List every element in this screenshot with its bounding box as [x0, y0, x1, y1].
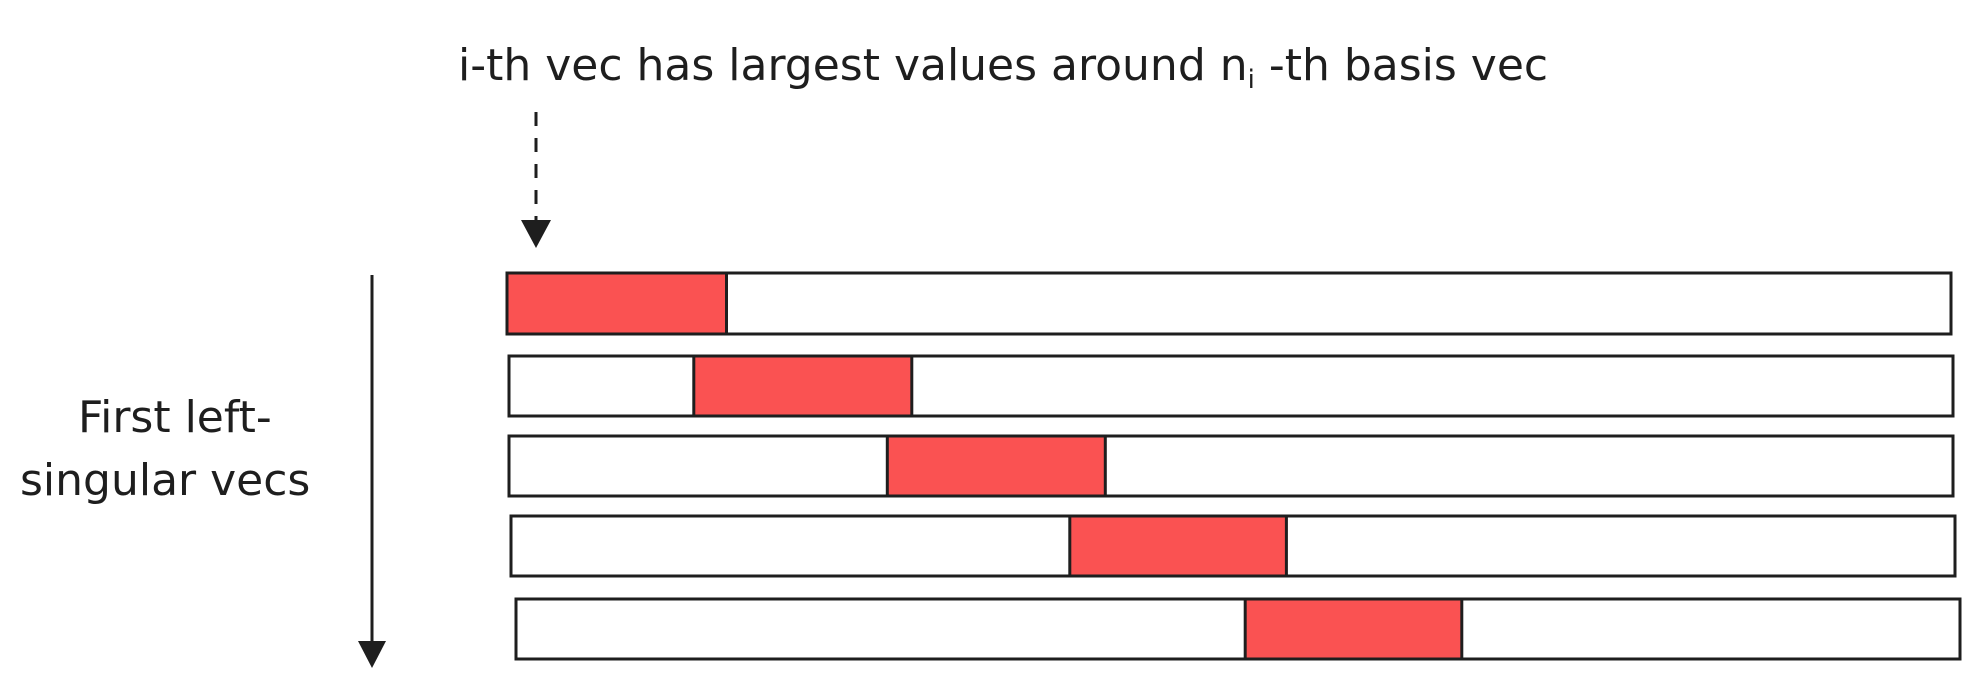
annotation-text: i-th vec has largest values around ni -t…	[458, 40, 1548, 95]
vector-highlight	[885, 434, 1107, 498]
annotation-prefix: i-th vec has largest values around n	[458, 40, 1248, 91]
vector-highlight	[1068, 514, 1288, 578]
ordering-arrow-head	[358, 641, 386, 668]
pointer-arrow-head	[521, 220, 551, 248]
vector-row-1	[505, 271, 1953, 336]
vector-highlight	[692, 354, 914, 418]
axis-label-line2: singular vecs	[20, 455, 310, 506]
annotation-suffix: -th basis vec	[1255, 40, 1548, 91]
vector-row-3	[507, 434, 1955, 498]
vector-bar	[507, 434, 1955, 498]
vector-highlight	[505, 271, 728, 336]
vector-highlight	[1243, 597, 1464, 661]
vector-bar	[505, 271, 1953, 336]
vector-row-5	[514, 597, 1962, 661]
vector-bars	[505, 271, 1962, 661]
axis-label-line1: First left-	[78, 392, 272, 443]
vector-row-2	[507, 354, 1955, 418]
pointer-arrow	[521, 112, 551, 248]
vector-row-4	[509, 514, 1957, 578]
annotation-subscript: i	[1248, 65, 1255, 95]
vector-bar	[514, 597, 1962, 661]
ordering-arrow	[358, 275, 386, 668]
